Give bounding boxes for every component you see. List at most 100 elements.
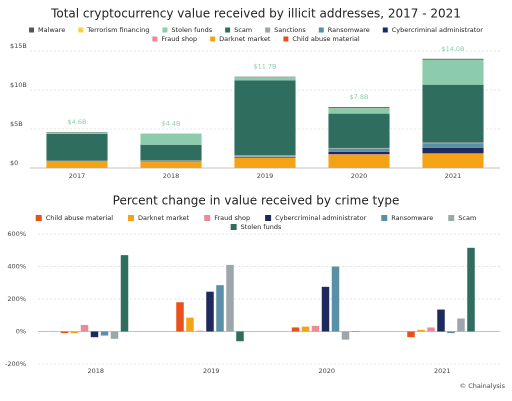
bar bbox=[467, 247, 475, 332]
legend-label: Stolen funds bbox=[241, 223, 282, 231]
bar bbox=[407, 331, 415, 338]
bar bbox=[437, 309, 445, 332]
bar-segment bbox=[328, 151, 390, 155]
chart-title: Total cryptocurrency value received by i… bbox=[50, 7, 461, 21]
bar-segment bbox=[422, 84, 484, 143]
legend-swatch bbox=[162, 27, 168, 33]
bar-segment bbox=[46, 133, 108, 161]
bar-segment bbox=[328, 107, 390, 109]
y-tick-label: 400% bbox=[7, 263, 26, 271]
legend-label: Darknet market bbox=[219, 35, 271, 43]
x-tick-label: 2020 bbox=[351, 172, 368, 180]
legend-item: Fraud shop bbox=[204, 214, 250, 222]
legend-swatch bbox=[29, 27, 35, 33]
bar-segment bbox=[140, 144, 202, 161]
legend-swatch bbox=[265, 27, 271, 33]
legend-label: Sanctions bbox=[274, 26, 306, 34]
bar-segment bbox=[422, 147, 484, 154]
bar-segment bbox=[422, 153, 484, 168]
legend-item: Child abuse material bbox=[283, 35, 360, 43]
bar bbox=[120, 255, 129, 332]
legend-label: Scam bbox=[458, 214, 476, 222]
bar-segment bbox=[234, 157, 296, 168]
bar bbox=[427, 327, 435, 332]
bar bbox=[301, 326, 310, 332]
legend-item: Stolen funds bbox=[162, 26, 213, 34]
bar bbox=[331, 266, 340, 332]
legend-item: Darknet market bbox=[128, 214, 190, 222]
legend-label: Child abuse material bbox=[46, 214, 113, 222]
x-tick-label: 2018 bbox=[87, 367, 104, 375]
legend-swatch bbox=[204, 215, 211, 221]
bar-segment bbox=[234, 80, 296, 156]
legend-label: Darknet market bbox=[138, 214, 190, 222]
bar-segment bbox=[140, 160, 202, 162]
bar-segment bbox=[46, 132, 108, 134]
legend-item: Scam bbox=[225, 26, 252, 34]
bar bbox=[236, 331, 244, 342]
bar bbox=[186, 317, 194, 332]
legend-item: Malware bbox=[29, 26, 65, 34]
legend-item: Fraud shop bbox=[152, 35, 197, 43]
legend-label: Cybercriminal administrator bbox=[392, 26, 483, 34]
y-tick-label: 200% bbox=[7, 295, 26, 303]
total-label: $7.8B bbox=[350, 93, 369, 101]
legend-item: Cybercriminal administrator bbox=[382, 26, 483, 34]
legend-swatch bbox=[448, 215, 455, 221]
legend-item: Cybercriminal administrator bbox=[265, 214, 367, 222]
bar bbox=[321, 286, 330, 332]
bar-segment bbox=[422, 153, 484, 154]
legend-swatch bbox=[128, 215, 135, 221]
bar bbox=[80, 325, 89, 332]
y-tick-label: $15B bbox=[10, 42, 27, 50]
x-tick-label: 2021 bbox=[434, 367, 451, 375]
total-label: $11.7B bbox=[253, 63, 276, 71]
bar bbox=[341, 331, 350, 340]
y-tick-label: $10B bbox=[10, 81, 27, 89]
legend-label: Fraud shop bbox=[214, 214, 250, 222]
legend-swatch bbox=[230, 224, 237, 230]
legend-item: Stolen funds bbox=[230, 223, 282, 231]
bar-segment bbox=[422, 59, 484, 85]
bar bbox=[291, 327, 300, 332]
bar bbox=[100, 331, 109, 336]
x-tick-label: 2017 bbox=[69, 172, 86, 180]
bar bbox=[206, 291, 214, 332]
x-tick-label: 2021 bbox=[445, 172, 462, 180]
legend-item: Ransomware bbox=[318, 26, 370, 34]
bar bbox=[60, 331, 69, 334]
bar-segment bbox=[328, 108, 390, 114]
bar bbox=[457, 318, 465, 332]
bar bbox=[417, 329, 425, 332]
legend-swatch bbox=[35, 215, 42, 221]
legend-label: Malware bbox=[38, 26, 65, 34]
bar-segment bbox=[46, 160, 108, 162]
chart-title: Percent change in value received by crim… bbox=[113, 194, 400, 208]
total-label: $14.0B bbox=[441, 45, 464, 53]
legend-label: Fraud shop bbox=[161, 35, 197, 43]
bar bbox=[196, 330, 204, 332]
legend-swatch bbox=[381, 215, 388, 221]
y-tick-label: $5B bbox=[10, 120, 23, 128]
bar bbox=[90, 331, 99, 338]
bar-segment bbox=[234, 156, 296, 158]
y-tick-label: 600% bbox=[7, 230, 26, 238]
legend-item: Darknet market bbox=[210, 35, 271, 43]
y-tick-label: 0% bbox=[16, 328, 26, 336]
bar-segment bbox=[234, 155, 296, 157]
bar bbox=[70, 331, 79, 334]
bar-segment bbox=[422, 143, 484, 148]
bar bbox=[110, 331, 119, 339]
legend-swatch bbox=[152, 36, 158, 42]
total-label: $4.6B bbox=[68, 118, 87, 126]
legend-swatch bbox=[210, 36, 216, 42]
legend-item: Terrorism financing bbox=[78, 26, 149, 34]
bar-segment bbox=[328, 113, 390, 148]
legend-swatch bbox=[265, 215, 272, 221]
bar bbox=[311, 325, 320, 332]
total-label: $4.4B bbox=[162, 120, 181, 128]
bar-segment bbox=[234, 77, 296, 81]
y-tick-label: -200% bbox=[5, 360, 26, 368]
legend-swatch bbox=[283, 36, 289, 42]
